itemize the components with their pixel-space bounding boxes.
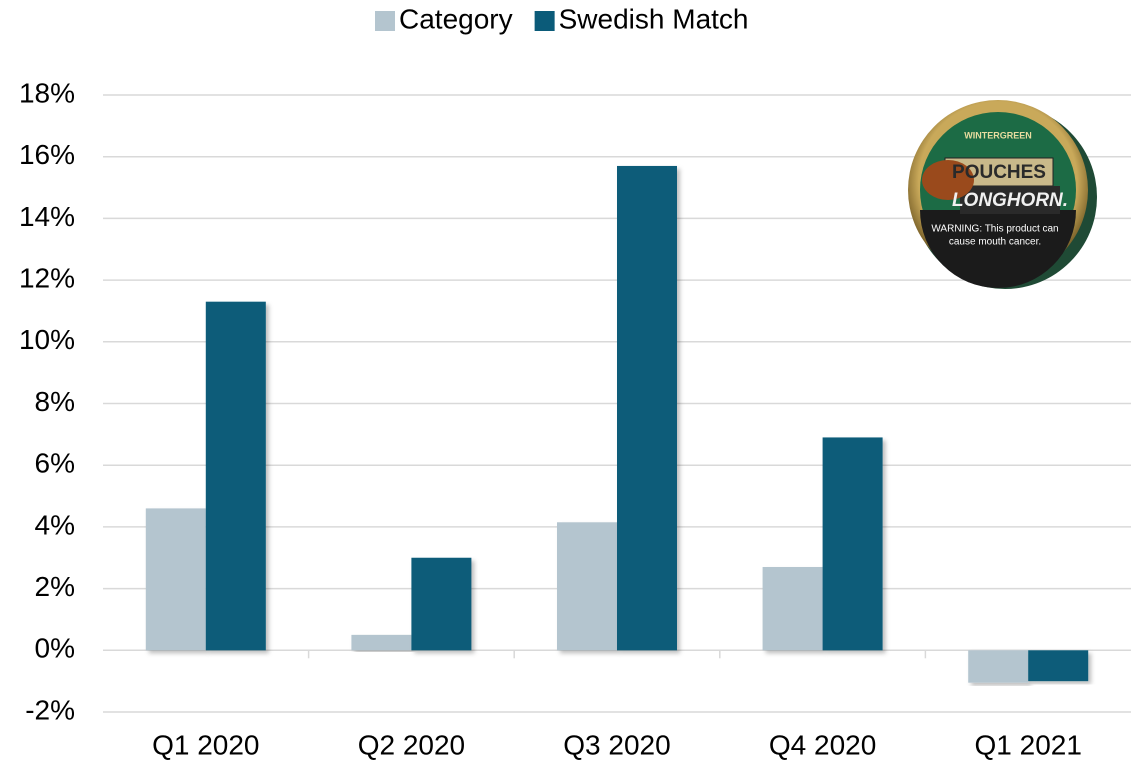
- bar: [617, 165, 677, 651]
- y-tick-label: 10%: [19, 324, 75, 355]
- y-tick-label: 12%: [19, 262, 75, 293]
- image-text: LONGHORN.: [952, 190, 1068, 211]
- y-tick-label: 4%: [35, 509, 75, 540]
- image-text: WINTERGREEN: [964, 130, 1032, 140]
- legend-label: Category: [399, 3, 513, 34]
- x-tick-label: Q3 2020: [563, 729, 670, 760]
- x-tick-label: Q4 2020: [769, 729, 876, 760]
- product-image: WINTERGREEN POUCHES LONGHORN. WARNING: This…: [908, 100, 1097, 289]
- x-tick-label: Q2 2020: [358, 729, 465, 760]
- bar: [1028, 650, 1089, 682]
- y-tick-label: 6%: [35, 448, 75, 479]
- image-text: WARNING: This product can: [931, 224, 1058, 235]
- y-tick-label: 14%: [19, 201, 75, 232]
- legend-swatch: [375, 11, 395, 31]
- bar: [762, 567, 823, 651]
- bar: [822, 437, 883, 651]
- bar: [411, 557, 472, 651]
- y-tick-label: 8%: [35, 386, 75, 417]
- bar: [351, 634, 412, 651]
- bar: [205, 301, 266, 651]
- y-tick-label: 0%: [35, 633, 75, 664]
- y-tick-label: 16%: [19, 139, 75, 170]
- x-tick-label: Q1 2021: [974, 729, 1081, 760]
- image-text: POUCHES: [952, 162, 1046, 183]
- y-tick-label: 18%: [19, 77, 75, 108]
- y-tick-label: 2%: [35, 571, 75, 602]
- y-tick-label: -2%: [25, 694, 75, 725]
- legend-swatch: [534, 11, 555, 31]
- bar: [968, 650, 1029, 683]
- bar: [145, 508, 206, 651]
- legend-label: Swedish Match: [559, 3, 749, 34]
- image-text: cause mouth cancer.: [949, 237, 1041, 248]
- bar: [557, 522, 617, 651]
- x-tick-label: Q1 2020: [152, 729, 259, 760]
